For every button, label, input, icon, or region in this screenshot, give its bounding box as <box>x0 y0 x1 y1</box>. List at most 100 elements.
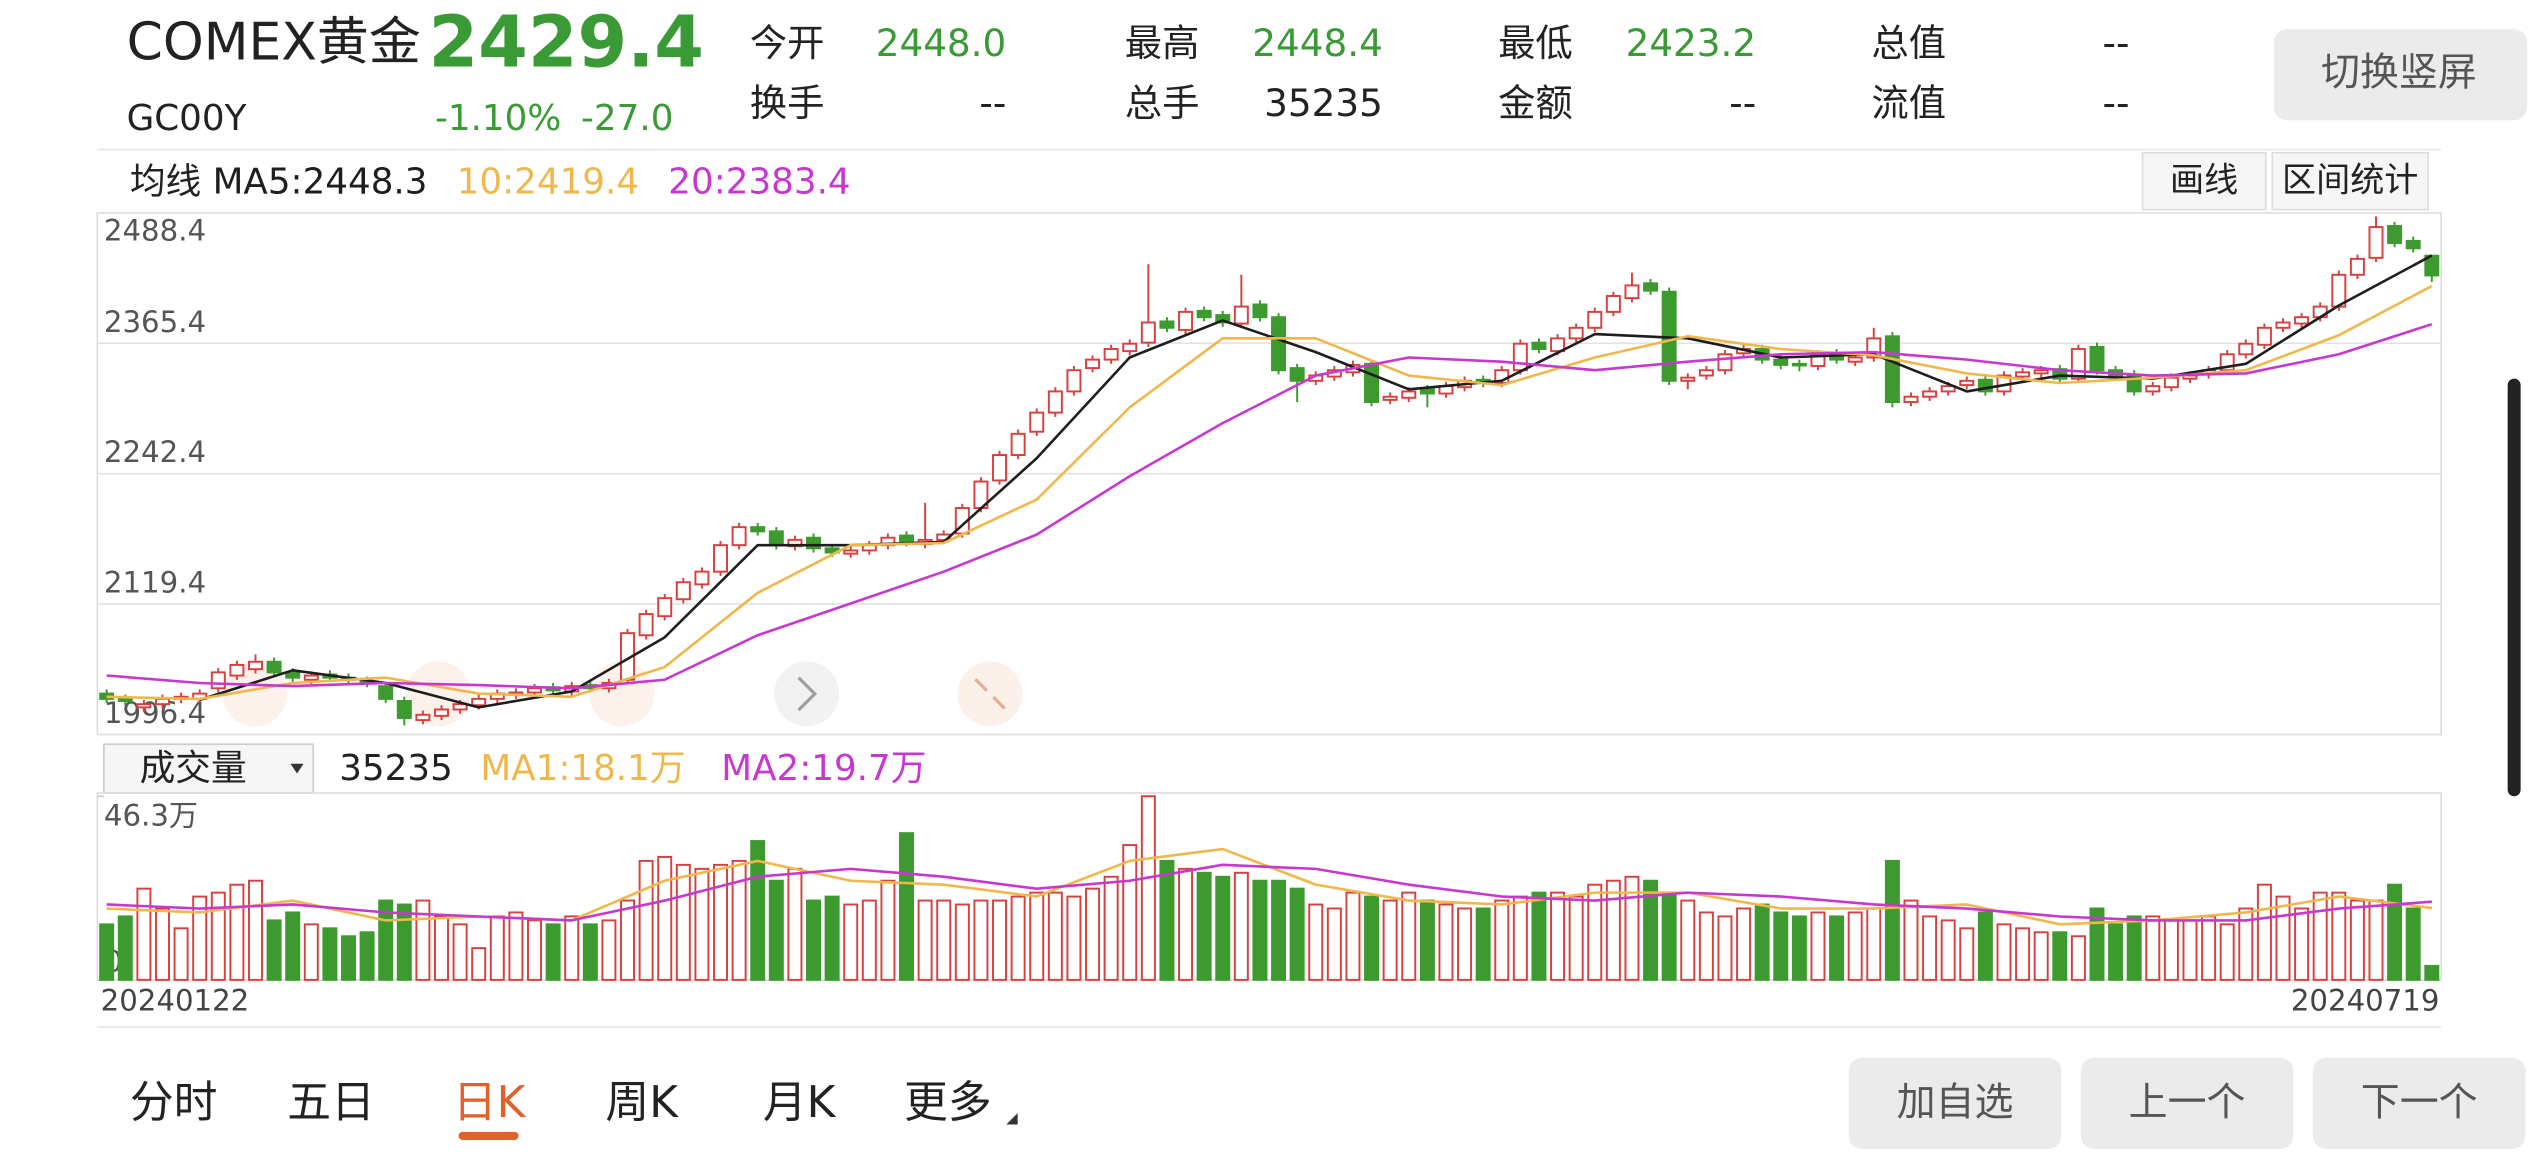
volume-bar <box>2070 935 2086 981</box>
volume-bar <box>527 919 542 981</box>
tab[interactable]: 分时 <box>130 1077 218 1128</box>
volume-bar <box>1866 907 1882 981</box>
nav-circle[interactable] <box>774 661 840 727</box>
tab[interactable]: 周K <box>605 1077 679 1128</box>
candle-body <box>229 663 245 677</box>
dropdown-arrow <box>290 763 304 774</box>
code: GC00Y <box>127 98 247 139</box>
action-button[interactable] <box>2312 1057 2526 1149</box>
candle-body <box>657 597 673 618</box>
candle-body <box>1698 369 1714 377</box>
ma-line <box>106 863 2432 922</box>
nav-circle[interactable] <box>589 661 655 727</box>
volume-bar <box>99 923 115 981</box>
volume-bar <box>675 863 691 981</box>
candle-body <box>1140 321 1156 344</box>
candle-body <box>1401 390 1417 399</box>
tab[interactable]: 五日 <box>287 1077 375 1128</box>
volume-bar <box>248 879 263 981</box>
volume-bar <box>824 895 840 981</box>
range-button[interactable] <box>2271 151 2429 211</box>
candle-body <box>1717 353 1733 372</box>
volume-current: 35235 <box>339 748 453 789</box>
stat-label: 今开 <box>750 21 825 65</box>
volume-bar <box>861 899 877 981</box>
volume-bar <box>1010 895 1026 981</box>
candle-body <box>285 671 301 679</box>
volume-bar <box>1996 923 2012 981</box>
volume-bar <box>2256 883 2272 981</box>
candle-body <box>2238 342 2254 356</box>
orientation-button[interactable] <box>2273 29 2528 121</box>
volume-bar <box>1698 911 1714 981</box>
candle-body <box>136 703 152 709</box>
volume-bar <box>2015 927 2031 981</box>
candle-body <box>117 697 133 702</box>
volume-bar <box>1791 915 1807 981</box>
volume-bar <box>564 915 580 981</box>
volume-dropdown[interactable] <box>103 743 315 794</box>
volume-bar <box>1977 911 1993 981</box>
volume-bar <box>1159 859 1175 981</box>
tab[interactable]: 日K <box>453 1077 527 1128</box>
candle-body <box>248 660 263 671</box>
volume-bar <box>1122 844 1138 981</box>
volume-bar <box>1810 911 1826 981</box>
action-button[interactable] <box>2080 1057 2294 1149</box>
volume-bar <box>1550 891 1566 981</box>
tab[interactable]: 月K <box>763 1077 837 1128</box>
volume-bar <box>2145 915 2161 981</box>
volume-bar <box>1066 895 1082 981</box>
draw-button[interactable] <box>2141 151 2267 211</box>
candle-body <box>2387 225 2403 244</box>
candle-body <box>2275 321 2291 329</box>
volume-bar <box>1512 895 1528 981</box>
volume-bar <box>2163 919 2179 981</box>
volume-bar <box>2089 907 2105 981</box>
change-pct: -1.10% <box>435 98 561 139</box>
tab[interactable]: 更多 <box>904 1077 992 1128</box>
volume-bar <box>322 927 338 981</box>
candle-body <box>1178 310 1194 331</box>
action-button[interactable] <box>1848 1057 2062 1149</box>
candle-body <box>303 674 319 681</box>
y-tick-label: 2488.4 <box>104 213 206 247</box>
candle-body <box>2256 326 2272 346</box>
candle-body <box>1680 376 1696 382</box>
candle-body <box>471 697 487 707</box>
candle-body <box>1587 310 1603 329</box>
candle-body <box>1066 369 1082 393</box>
candle-body <box>1271 316 1287 372</box>
volume-bar <box>1605 879 1621 981</box>
legend-entry: 10:2419.4 <box>457 162 639 203</box>
candle-body <box>415 713 431 722</box>
candle-body <box>768 530 784 547</box>
volume-bar <box>713 863 729 981</box>
candle-body <box>750 526 766 533</box>
volume-bar <box>1884 859 1900 981</box>
candle-body <box>731 526 747 547</box>
volume-bar <box>2368 899 2384 981</box>
volume-bar <box>973 899 989 981</box>
candle-body <box>2089 345 2105 372</box>
candle-body <box>1215 314 1231 324</box>
volume-bar <box>434 915 449 981</box>
volume-bar <box>1643 879 1659 981</box>
ma-line <box>106 322 2433 690</box>
nav-circle[interactable] <box>957 661 1023 727</box>
volume-bar <box>285 911 301 981</box>
volume-bar <box>1829 915 1845 981</box>
volume-bar <box>1773 911 1789 981</box>
volume-bar <box>1103 875 1119 981</box>
volume-bar <box>787 867 803 981</box>
volume-bar <box>768 879 784 981</box>
volume-bar <box>2387 883 2403 981</box>
stat-value: -- <box>2103 21 2130 65</box>
stat-label: 换手 <box>750 81 825 125</box>
volume-bar <box>508 911 524 981</box>
volume-bar <box>638 859 654 981</box>
y-tick-label: 2242.4 <box>104 435 206 469</box>
volume-bar <box>1661 891 1677 981</box>
volume-bar <box>210 891 226 981</box>
candle-body <box>1791 362 1807 367</box>
